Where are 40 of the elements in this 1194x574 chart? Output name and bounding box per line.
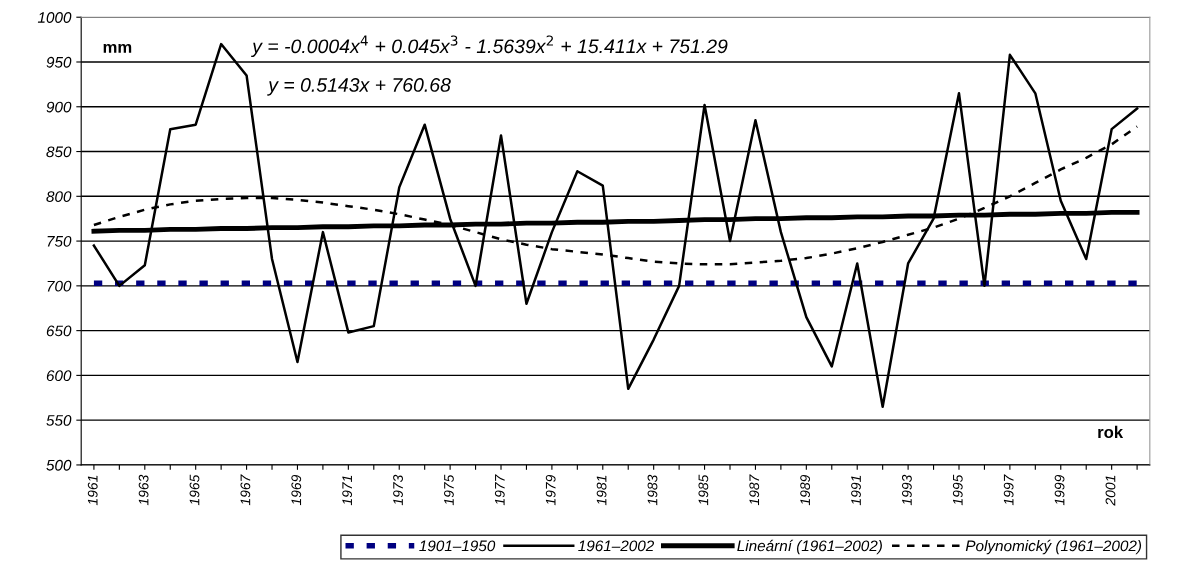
legend-label: 1901–1950 [419,540,496,552]
y-axis-title: mm [103,43,132,53]
x-tick-label: 1987 [749,474,760,506]
x-tick-label: 1973 [393,474,403,506]
y-tick-label: 600 [46,370,72,382]
legend-label: Polynomický (1961–2002) [965,539,1142,555]
y-tick-label: 750 [47,235,72,247]
x-axis-title: rok [1098,425,1124,439]
x-tick-label: 1979 [545,474,556,506]
x-tick-label: 1985 [698,474,709,506]
y-tick-label: 850 [46,146,72,158]
annotation: y = 0.5143x + 760.68 [267,78,451,96]
x-tick-label: 1967 [240,474,251,506]
x-tick-label: 1971 [342,475,353,506]
x-tick-label: 1977 [494,474,505,506]
y-tick-label: 700 [47,280,72,292]
x-tick-label: 1975 [444,474,454,506]
y-tick-label: 800 [46,191,72,202]
x-tick-label: 1981 [596,475,607,506]
annotation: y = -0.0004x$^{4}$ + 0.045x$^{3}$ - 1.5639x$^{2}$ + 15.411x + 751.29 [251,35,728,58]
x-tick-label: 1963 [138,474,149,506]
y-tick-label: 950 [46,56,72,68]
x-tick-label: 1983 [647,474,658,506]
x-tick-label: 2001 [1105,475,1116,506]
x-tick-label: 1969 [291,474,302,506]
x-tick-label: 1965 [189,474,200,506]
x-tick-label: 1961 [87,475,98,506]
y-tick-label: 650 [46,325,72,337]
y-tick-label: 500 [46,459,72,471]
x-tick-label: 1997 [1003,474,1014,506]
x-tick-label: 1999 [1054,474,1065,506]
x-tick-label: 1993 [902,474,912,506]
legend-label: Lineární (1961–2002) [737,539,882,555]
legend-label: 1961–2002 [578,540,655,552]
y-tick-label: 1000 [37,12,72,23]
y-tick-label: 550 [46,415,72,426]
x-tick-label: 1989 [800,474,811,506]
x-tick-label: 1991 [851,475,861,506]
x-tick-label: 1995 [952,474,963,506]
y-tick-label: 900 [46,101,72,113]
